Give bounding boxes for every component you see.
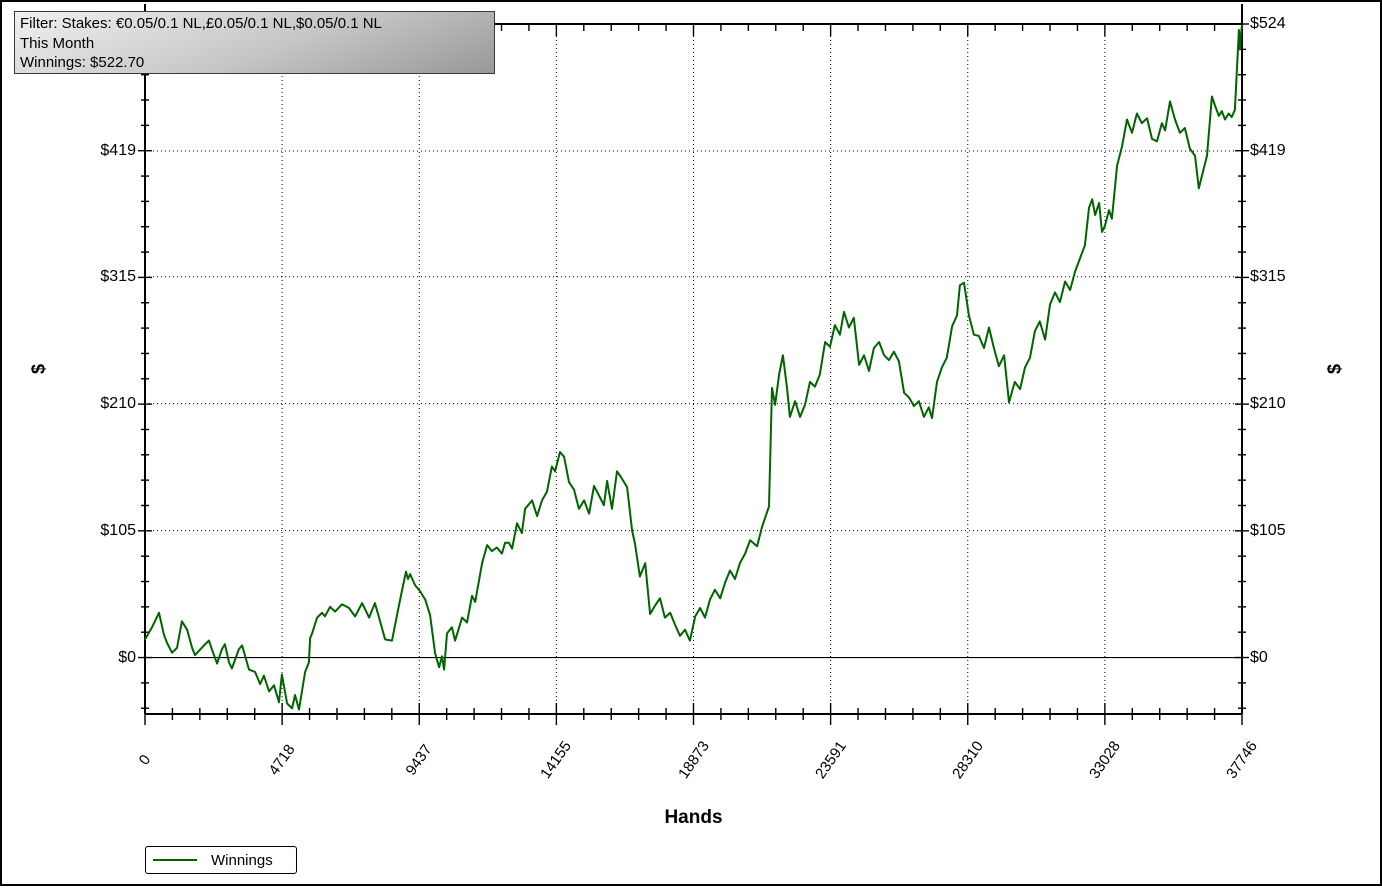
legend-line-swatch <box>153 859 197 861</box>
y-axis-title-left: $ <box>28 363 49 375</box>
legend: Winnings <box>145 846 297 874</box>
y-tick-label-right: $315 <box>1250 267 1286 285</box>
legend-series-label: Winnings <box>211 851 273 869</box>
y-axis-title-right: $ <box>1324 363 1345 375</box>
winnings-line <box>144 24 1243 711</box>
y-tick-label-right: $419 <box>1250 141 1286 159</box>
y-tick-label-right: $524 <box>1250 15 1286 32</box>
y-tick-label-left: $0 <box>118 648 136 666</box>
filter-info-box: Filter: Stakes: €0.05/0.1 NL,£0.05/0.1 N… <box>14 11 495 74</box>
y-tick-label-left: $315 <box>100 267 136 285</box>
y-tick-label-right: $0 <box>1250 648 1268 666</box>
y-tick-label-right: $105 <box>1250 521 1286 539</box>
filter-winnings-text: Winnings: $522.70 <box>20 54 145 71</box>
filter-period-text: This Month <box>20 34 95 52</box>
y-tick-label-right: $210 <box>1250 394 1286 412</box>
filter-stakes-text: Filter: Stakes: €0.05/0.1 NL,£0.05/0.1 N… <box>20 15 382 32</box>
y-tick-label-left: $210 <box>100 394 136 412</box>
y-tick-label-left: $105 <box>100 521 136 539</box>
x-axis-title: Hands <box>664 807 723 828</box>
y-tick-label-left: $419 <box>100 141 136 159</box>
